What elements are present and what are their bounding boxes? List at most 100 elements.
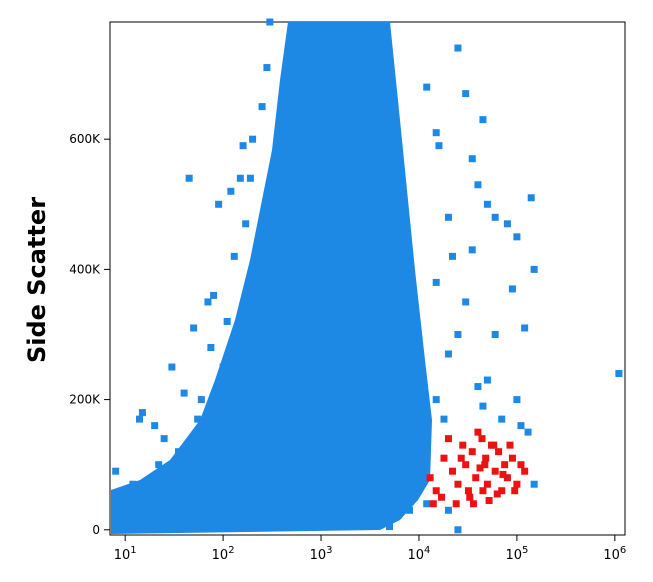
point: [160, 435, 168, 443]
point: [429, 500, 437, 508]
point: [180, 389, 188, 397]
point: [485, 496, 493, 504]
x-tick-base: 10: [310, 548, 327, 563]
point: [498, 487, 506, 495]
point: [506, 441, 514, 449]
point: [468, 246, 476, 254]
x-tick-base: 10: [505, 548, 522, 563]
point: [459, 441, 467, 449]
point: [508, 285, 516, 293]
point: [511, 487, 519, 495]
point: [249, 135, 257, 143]
point: [454, 480, 462, 488]
point: [462, 298, 470, 306]
point: [457, 454, 465, 462]
point: [207, 344, 215, 352]
point: [449, 467, 457, 475]
point: [498, 415, 506, 423]
point: [482, 454, 490, 462]
point: [174, 448, 182, 456]
point: [423, 448, 431, 456]
point: [135, 415, 143, 423]
point: [491, 213, 499, 221]
point: [517, 461, 525, 469]
point: [454, 526, 462, 534]
point: [426, 474, 434, 482]
x-tick-exponent: 1: [130, 545, 136, 556]
point: [483, 480, 491, 488]
point: [242, 220, 250, 228]
y-tick-label: 0: [92, 523, 100, 537]
point: [503, 474, 511, 482]
point: [288, 513, 296, 521]
point: [476, 464, 484, 472]
point: [385, 523, 393, 531]
point: [513, 233, 521, 241]
point: [513, 480, 521, 488]
point: [219, 363, 227, 371]
point: [129, 480, 137, 488]
point: [210, 291, 218, 299]
point: [223, 317, 231, 325]
point: [524, 428, 532, 436]
y-tick-label: 600K: [69, 132, 101, 146]
x-tick-base: 10: [603, 548, 620, 563]
point: [440, 415, 448, 423]
point: [454, 44, 462, 52]
point: [530, 480, 538, 488]
point: [479, 116, 487, 124]
point: [462, 90, 470, 98]
point: [204, 298, 212, 306]
point: [432, 487, 440, 495]
point: [491, 330, 499, 338]
point: [530, 265, 538, 273]
point: [449, 252, 457, 260]
point: [444, 213, 452, 221]
point: [444, 350, 452, 358]
point: [462, 461, 470, 469]
x-tick-label: 106: [603, 545, 626, 563]
point: [239, 142, 247, 150]
point: [501, 461, 509, 469]
point: [246, 174, 254, 182]
point: [464, 487, 472, 495]
point: [423, 500, 431, 508]
point: [432, 396, 440, 404]
point: [435, 142, 443, 150]
point: [483, 376, 491, 384]
point: [452, 500, 460, 508]
point: [444, 506, 452, 514]
point: [405, 506, 413, 514]
point: [474, 181, 482, 189]
point: [454, 330, 462, 338]
point: [168, 363, 176, 371]
point: [478, 435, 486, 443]
point: [185, 174, 193, 182]
point: [230, 252, 238, 260]
point: [438, 493, 446, 501]
x-tick-label: 104: [408, 545, 431, 563]
point: [432, 278, 440, 286]
x-tick-label: 103: [310, 545, 333, 563]
point: [521, 324, 529, 332]
point: [266, 18, 274, 26]
point: [499, 470, 507, 478]
point: [364, 513, 372, 521]
point: [527, 194, 535, 202]
point: [155, 461, 163, 469]
x-tick-label: 101: [114, 545, 137, 563]
point: [236, 174, 244, 182]
x-tick-label: 105: [505, 545, 528, 563]
x-tick-exponent: 4: [424, 545, 430, 556]
point: [190, 324, 198, 332]
point: [521, 467, 529, 475]
point: [227, 187, 235, 195]
point: [138, 409, 146, 417]
point: [423, 83, 431, 91]
point: [317, 519, 325, 527]
x-tick-label: 102: [212, 545, 235, 563]
point: [513, 396, 521, 404]
point: [112, 467, 120, 475]
point: [493, 490, 501, 498]
